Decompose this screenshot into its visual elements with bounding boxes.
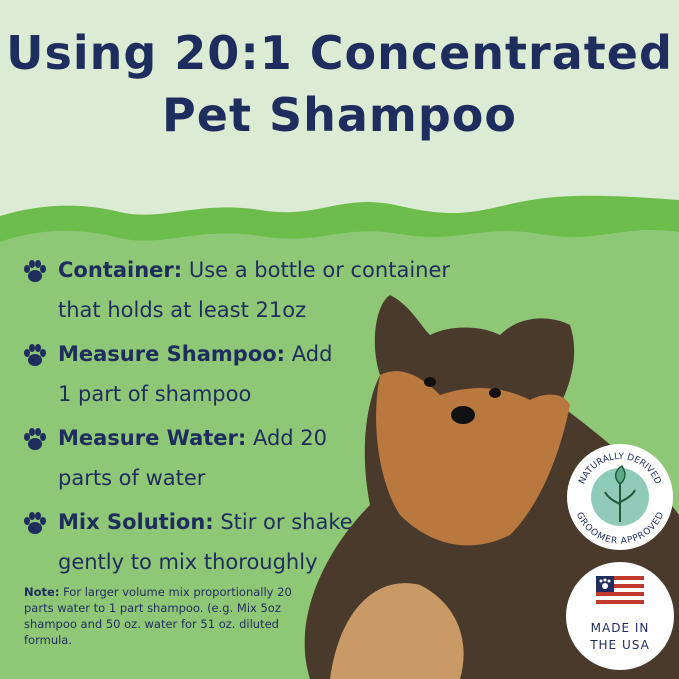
step-container: Container: Use a bottle or container tha… (22, 250, 492, 330)
note: Note: For larger volume mix proportional… (24, 584, 294, 648)
step-measure-water: Measure Water: Add 20 parts of water (22, 418, 492, 498)
paw-icon (24, 260, 46, 282)
wave-divider (0, 195, 679, 250)
header-background (0, 0, 679, 220)
step-label: Container: (58, 258, 183, 282)
usa-line-2: THE USA (590, 638, 650, 652)
made-in-usa-badge: MADE IN THE USA (566, 562, 674, 670)
paw-icon (24, 344, 46, 366)
step-text: Add 1 part of shampoo (58, 342, 333, 406)
title-line-2: Pet Shampoo (162, 88, 517, 142)
note-label: Note: (24, 585, 60, 599)
step-text: Add 20 parts of water (58, 426, 328, 490)
note-text: For larger volume mix proportionally 20 … (24, 585, 292, 647)
step-text: Stir or shake gently to mix thoroughly (58, 510, 353, 574)
step-text: Use a bottle or container that holds at … (58, 258, 451, 322)
step-mix-solution: Mix Solution: Stir or shake gently to mi… (22, 502, 492, 582)
naturally-derived-badge: NATURALLY DERIVED GROOMER APPROVED (567, 444, 673, 550)
steps-list: Container: Use a bottle or container tha… (22, 250, 492, 586)
step-measure-shampoo: Measure Shampoo: Add 1 part of shampoo (22, 334, 492, 414)
paw-icon (24, 512, 46, 534)
title-line-1: Using 20:1 Concentrated (6, 26, 673, 80)
usa-line-1: MADE IN (590, 621, 650, 635)
us-flag-paw-icon (596, 576, 644, 608)
step-label: Measure Shampoo: (58, 342, 286, 366)
page-title: Using 20:1 Concentrated Pet Shampoo (0, 22, 679, 146)
paw-icon (24, 428, 46, 450)
step-label: Mix Solution: (58, 510, 214, 534)
leaf-icon: NATURALLY DERIVED GROOMER APPROVED (574, 452, 667, 547)
step-label: Measure Water: (58, 426, 247, 450)
